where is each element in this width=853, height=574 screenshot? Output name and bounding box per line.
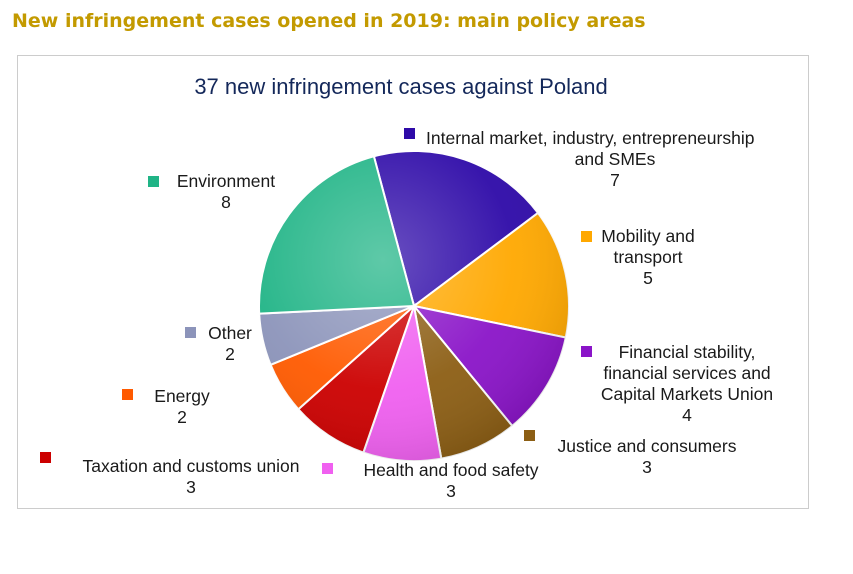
slice-label-name: Energy bbox=[154, 386, 210, 406]
page-heading: New infringement cases opened in 2019: m… bbox=[12, 10, 646, 32]
legend-swatch bbox=[148, 176, 159, 187]
chart-frame: 37 new infringement cases against Poland… bbox=[17, 55, 809, 509]
slice-label: Financial stability, financial services a… bbox=[582, 342, 792, 426]
slice-label: Justice and consumers 3 bbox=[542, 436, 752, 478]
slice-label-name: financial services and bbox=[603, 363, 771, 383]
slice-label: Taxation and customs union 3 bbox=[66, 456, 316, 498]
slice-label: Environment 8 bbox=[166, 171, 286, 213]
legend-swatch bbox=[122, 389, 133, 400]
legend-swatch bbox=[322, 463, 333, 474]
slice-label: Health and food safety 3 bbox=[346, 460, 556, 502]
slice-label-name: Taxation and customs union bbox=[82, 456, 300, 476]
slice-value: 5 bbox=[643, 268, 653, 288]
slice-label: Energy 2 bbox=[146, 386, 218, 428]
slice-value: 3 bbox=[446, 481, 456, 501]
slice-value: 7 bbox=[610, 170, 620, 190]
slice-value: 2 bbox=[225, 344, 235, 364]
slice-label: Mobility and transport 5 bbox=[578, 226, 718, 289]
slice-label-name: and SMEs bbox=[574, 149, 656, 169]
slice-label-name: Financial stability, bbox=[618, 342, 756, 362]
slice-label-name: Capital Markets Union bbox=[600, 384, 774, 404]
slice-label-name: transport bbox=[613, 247, 683, 267]
slice-value: 8 bbox=[221, 192, 231, 212]
legend-swatch bbox=[185, 327, 196, 338]
legend-swatch bbox=[581, 231, 592, 242]
slice-label-name: Internal market, industry, entrepreneurs… bbox=[426, 128, 755, 148]
legend-swatch bbox=[524, 430, 535, 441]
slice-label-name: Mobility and bbox=[601, 226, 695, 246]
slice-label: Other 2 bbox=[204, 323, 256, 365]
slice-value: 4 bbox=[682, 405, 692, 425]
slice-value: 2 bbox=[177, 407, 187, 427]
chart-title: 37 new infringement cases against Poland bbox=[194, 74, 608, 99]
slice-label-name: Health and food safety bbox=[363, 460, 539, 480]
slice-label-name: Environment bbox=[176, 171, 276, 191]
legend-swatch bbox=[581, 346, 592, 357]
legend-swatch bbox=[404, 128, 415, 139]
slice-value: 3 bbox=[186, 477, 196, 497]
legend-swatch bbox=[40, 452, 51, 463]
slice-value: 3 bbox=[642, 457, 652, 477]
slice-label-name: Justice and consumers bbox=[557, 436, 737, 456]
slice-label-name: Other bbox=[208, 323, 252, 343]
slice-label: Internal market, industry, entrepreneurs… bbox=[426, 128, 804, 191]
